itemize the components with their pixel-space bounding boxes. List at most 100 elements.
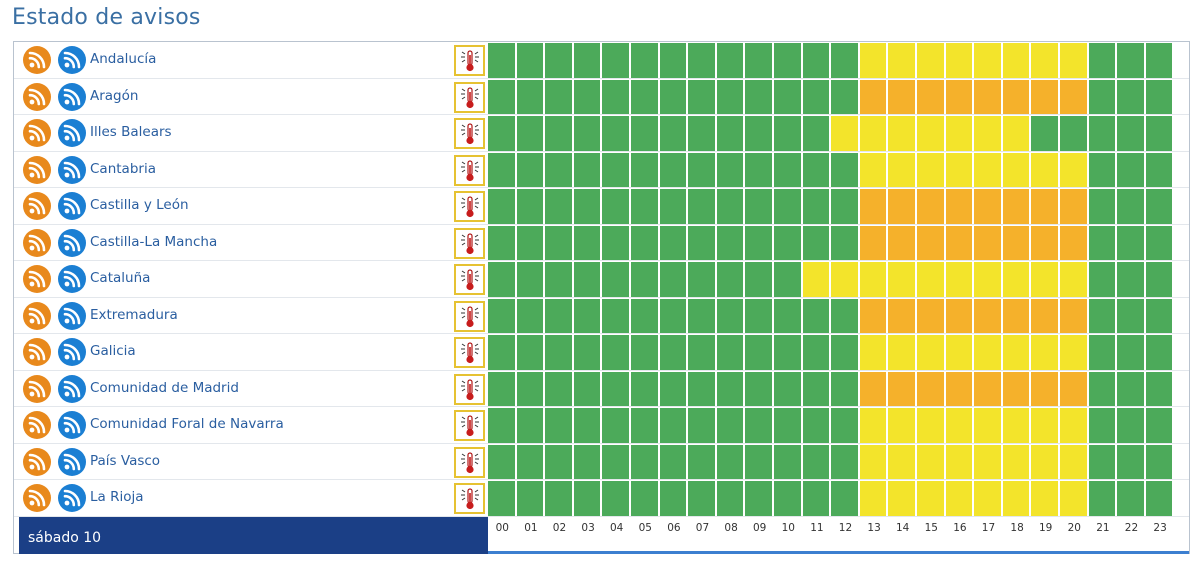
hour-cell[interactable] (917, 371, 945, 406)
hour-cell[interactable] (602, 189, 631, 224)
hour-cell[interactable] (1088, 481, 1117, 516)
hour-cell[interactable] (1117, 152, 1145, 187)
hour-cell[interactable] (831, 152, 859, 187)
hour-cell[interactable] (1031, 262, 1060, 297)
hour-cell[interactable] (974, 444, 1002, 479)
hour-cell[interactable] (488, 408, 516, 443)
hour-cell[interactable] (688, 371, 716, 406)
thermometer-icon[interactable] (454, 337, 485, 368)
hour-cell[interactable] (774, 262, 802, 297)
rss-icon[interactable] (23, 265, 51, 293)
rss-icon[interactable] (58, 46, 86, 74)
hour-cell[interactable] (831, 189, 859, 224)
rss-icon[interactable] (23, 338, 51, 366)
thermometer-icon[interactable] (454, 81, 485, 113)
hour-cell[interactable] (688, 298, 716, 333)
hour-cell[interactable] (688, 335, 716, 370)
hour-cell[interactable] (602, 43, 631, 78)
thermometer-icon[interactable] (454, 410, 485, 441)
hour-cell[interactable] (1002, 43, 1031, 78)
hour-cell[interactable] (545, 189, 573, 224)
hour-cell[interactable] (974, 371, 1002, 406)
region-name-link[interactable]: Comunidad Foral de Navarra (90, 416, 284, 432)
hour-cell[interactable] (716, 262, 745, 297)
thermometer-icon[interactable] (454, 227, 485, 259)
hour-cell[interactable] (859, 79, 888, 114)
hour-cell[interactable] (802, 408, 831, 443)
hour-cell[interactable] (516, 371, 545, 406)
hour-cell[interactable] (802, 152, 831, 187)
hour-cell[interactable] (545, 262, 573, 297)
hour-cell[interactable] (1117, 371, 1145, 406)
hour-cell[interactable] (1031, 335, 1060, 370)
hour-cell[interactable] (831, 262, 859, 297)
rss-icon[interactable] (58, 119, 86, 147)
hour-cell[interactable] (974, 262, 1002, 297)
hour-cell[interactable] (774, 371, 802, 406)
hour-cell[interactable] (917, 335, 945, 370)
hour-cell[interactable] (888, 116, 917, 151)
thermometer-icon[interactable] (454, 373, 485, 405)
hour-cell[interactable] (745, 262, 774, 297)
hour-cell[interactable] (688, 262, 716, 297)
hour-cell[interactable] (859, 335, 888, 370)
hour-cell[interactable] (573, 298, 602, 333)
hour-cell[interactable] (659, 152, 688, 187)
hour-cell[interactable] (488, 444, 516, 479)
thermometer-icon[interactable] (454, 154, 485, 186)
hour-cell[interactable] (802, 79, 831, 114)
region-name-link[interactable]: Illes Balears (90, 124, 172, 140)
hour-cell[interactable] (659, 43, 688, 78)
hour-cell[interactable] (888, 408, 917, 443)
hour-cell[interactable] (1002, 371, 1031, 406)
hour-cell[interactable] (917, 481, 945, 516)
hour-cell[interactable] (1117, 444, 1145, 479)
region-name-link[interactable]: Aragón (90, 87, 139, 104)
hour-cell[interactable] (888, 335, 917, 370)
hour-cell[interactable] (1117, 225, 1145, 260)
hour-cell[interactable] (516, 225, 545, 260)
hour-cell[interactable] (659, 189, 688, 224)
hour-cell[interactable] (488, 262, 516, 297)
hour-cell[interactable] (688, 152, 716, 187)
hour-cell[interactable] (631, 79, 659, 114)
hour-cell[interactable] (945, 371, 974, 406)
hour-cell[interactable] (659, 335, 688, 370)
hour-cell[interactable] (573, 116, 602, 151)
hour-cell[interactable] (545, 444, 573, 479)
hour-cell[interactable] (745, 408, 774, 443)
hour-cell[interactable] (516, 262, 545, 297)
hour-cell[interactable] (602, 444, 631, 479)
hour-cell[interactable] (745, 43, 774, 78)
hour-cell[interactable] (802, 189, 831, 224)
hour-cell[interactable] (516, 189, 545, 224)
rss-icon[interactable] (23, 484, 51, 512)
hour-cell[interactable] (974, 79, 1002, 114)
hour-cell[interactable] (1145, 298, 1174, 333)
hour-cell[interactable] (917, 225, 945, 260)
hour-cell[interactable] (859, 444, 888, 479)
hour-cell[interactable] (888, 189, 917, 224)
hour-cell[interactable] (602, 371, 631, 406)
thermometer-icon[interactable] (454, 300, 485, 332)
thermometer-icon[interactable] (454, 45, 485, 76)
hour-cell[interactable] (631, 444, 659, 479)
hour-cell[interactable] (659, 371, 688, 406)
hour-cell[interactable] (945, 262, 974, 297)
hour-cell[interactable] (1002, 444, 1031, 479)
rss-icon[interactable] (58, 374, 86, 403)
region-name-link[interactable]: Galicia (90, 343, 136, 359)
hour-cell[interactable] (1060, 408, 1088, 443)
region-name-link[interactable]: Castilla-La Mancha (90, 233, 218, 250)
hour-cell[interactable] (974, 43, 1002, 78)
hour-cell[interactable] (545, 43, 573, 78)
hour-cell[interactable] (888, 262, 917, 297)
hour-cell[interactable] (1117, 335, 1145, 370)
hour-cell[interactable] (802, 371, 831, 406)
hour-cell[interactable] (1031, 152, 1060, 187)
hour-cell[interactable] (659, 481, 688, 516)
hour-cell[interactable] (488, 152, 516, 187)
rss-icon[interactable] (58, 82, 86, 111)
hour-cell[interactable] (1060, 225, 1088, 260)
hour-cell[interactable] (1002, 116, 1031, 151)
